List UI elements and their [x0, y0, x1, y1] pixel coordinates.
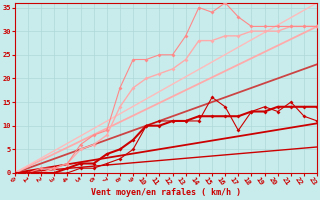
X-axis label: Vent moyen/en rafales ( km/h ): Vent moyen/en rafales ( km/h ) [91, 188, 241, 197]
